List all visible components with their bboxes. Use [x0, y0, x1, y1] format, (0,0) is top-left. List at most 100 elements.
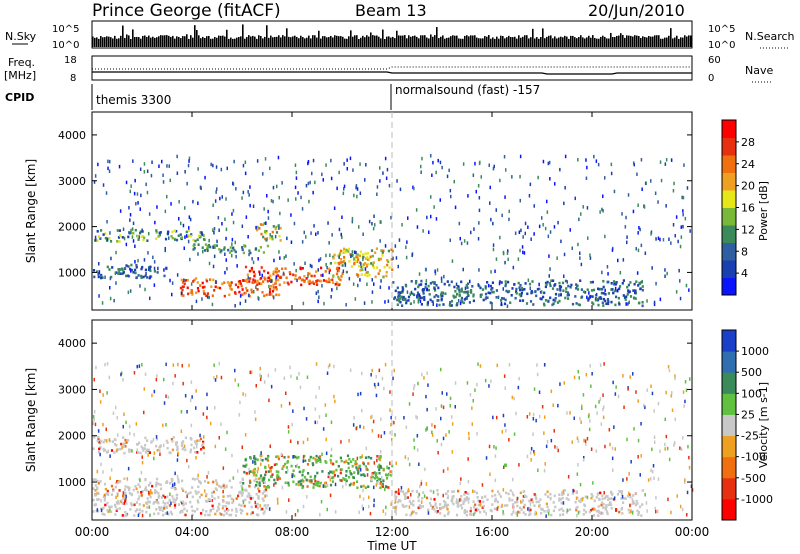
range-cell [246, 512, 249, 516]
range-cell [212, 203, 214, 207]
range-cell [108, 237, 111, 240]
range-cell [560, 501, 563, 505]
range-cell [353, 193, 355, 198]
range-cell [123, 488, 127, 491]
range-cell [628, 511, 631, 514]
range-cell [613, 496, 616, 500]
range-cell [268, 398, 270, 403]
range-cell [664, 274, 666, 278]
range-cell [653, 300, 656, 305]
nave-label: Nave [745, 64, 773, 77]
range-cell [143, 447, 146, 450]
range-cell [297, 455, 300, 459]
range-cell [453, 296, 456, 299]
range-cell [381, 254, 384, 257]
nsky-bar [622, 35, 624, 47]
range-cell [358, 261, 361, 264]
range-cell [406, 240, 408, 244]
range-cell [241, 477, 244, 481]
range-cell [507, 257, 509, 262]
range-cell [272, 272, 275, 276]
range-cell [130, 228, 132, 233]
range-cell [674, 374, 676, 378]
nsky-bar [340, 36, 342, 47]
range-cell [502, 297, 505, 300]
range-cell [504, 280, 507, 283]
range-cell [435, 217, 438, 221]
nsky-bar [478, 38, 480, 47]
range-cell [519, 174, 521, 179]
range-cell [519, 288, 522, 292]
range-cell [395, 461, 397, 465]
range-cell [393, 297, 396, 301]
range-cell [349, 253, 352, 256]
range-cell [508, 499, 511, 502]
range-cell [447, 467, 449, 471]
range-cell [612, 280, 616, 283]
range-cell [172, 497, 175, 501]
range-cell [144, 488, 147, 491]
range-cell [416, 294, 418, 298]
range-cell [645, 501, 648, 505]
range-cell [440, 506, 442, 511]
range-cell [375, 247, 378, 250]
range-cell [206, 406, 208, 410]
range-cell [110, 510, 113, 514]
range-cell [413, 438, 415, 442]
range-cell [134, 268, 137, 272]
range-cell [466, 381, 469, 385]
range-cell [543, 469, 546, 473]
range-cell [245, 489, 248, 492]
range-cell [353, 471, 356, 474]
range-cell [132, 239, 135, 243]
nsky-bar [362, 35, 364, 47]
range-cell [342, 269, 345, 273]
range-cell [209, 421, 212, 426]
range-cell [574, 295, 577, 298]
range-cell [173, 504, 177, 507]
range-cell [216, 374, 218, 379]
range-cell [196, 444, 198, 449]
range-cell [467, 194, 469, 198]
range-cell [308, 479, 311, 482]
range-cell [175, 238, 179, 242]
range-cell [184, 448, 187, 452]
nsky-bar [606, 38, 608, 47]
range-cell [180, 291, 183, 295]
range-cell [157, 512, 160, 515]
nsky-bar [152, 36, 154, 47]
range-cell [461, 287, 463, 291]
nsky-bar [506, 37, 508, 47]
range-cell [569, 285, 572, 289]
range-cell [125, 494, 127, 499]
range-cell [375, 483, 378, 487]
range-cell [93, 503, 96, 506]
range-cell [230, 249, 233, 253]
range-cell [371, 263, 374, 267]
range-cell [255, 513, 259, 516]
range-cell [379, 455, 382, 458]
range-cell [405, 245, 407, 249]
range-cell [230, 281, 233, 284]
nsky-bar [668, 35, 670, 47]
range-cell [343, 162, 345, 166]
range-cell [293, 455, 296, 459]
range-cell [104, 232, 107, 235]
range-cell [577, 303, 580, 306]
range-cell [592, 481, 594, 485]
range-cell [679, 296, 682, 301]
range-cell [602, 415, 605, 420]
range-cell [106, 439, 108, 443]
range-cell [316, 471, 319, 475]
range-cell [123, 451, 126, 455]
range-cell [124, 445, 127, 448]
range-cell [410, 511, 413, 515]
range-cell [140, 491, 143, 494]
range-cell [139, 231, 142, 235]
range-cell [467, 479, 470, 484]
nsky-bar [104, 37, 106, 47]
nsky-bar [188, 38, 190, 47]
range-cell [530, 237, 532, 241]
range-cell [262, 512, 265, 515]
range-cell [156, 477, 159, 481]
